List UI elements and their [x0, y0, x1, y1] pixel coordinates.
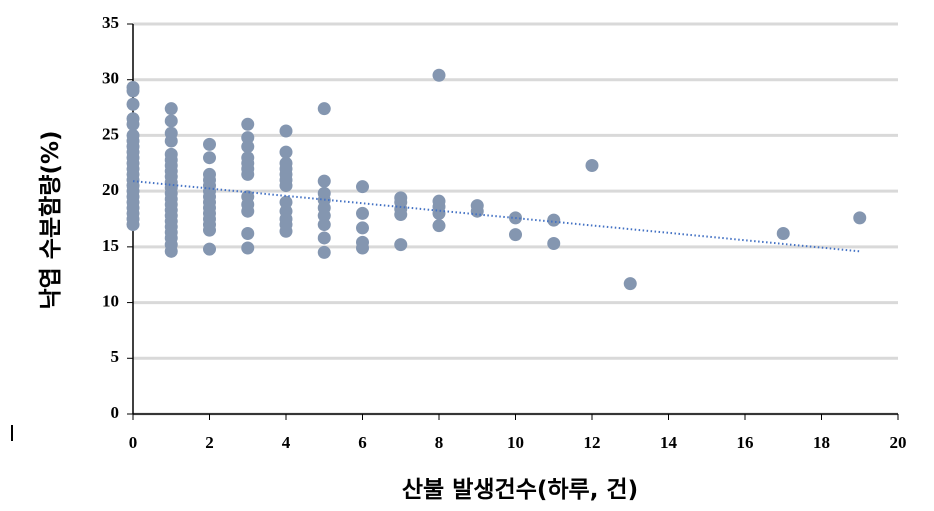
point — [241, 117, 255, 131]
x-tick-label: 8 — [435, 433, 444, 452]
point — [279, 156, 293, 170]
point — [317, 231, 331, 245]
point — [356, 221, 369, 235]
y-tick-label: 0 — [111, 403, 120, 422]
point — [241, 151, 255, 165]
point — [432, 219, 446, 233]
point — [317, 218, 331, 232]
trendline — [132, 180, 860, 253]
point — [547, 213, 561, 227]
point — [164, 126, 178, 140]
y-tick-label: 25 — [102, 124, 119, 143]
point — [356, 180, 369, 194]
point — [394, 238, 408, 252]
point — [241, 131, 255, 145]
point — [317, 245, 331, 259]
point — [279, 204, 293, 218]
point — [241, 241, 255, 255]
point — [241, 226, 255, 240]
point — [853, 211, 867, 225]
point — [126, 97, 140, 111]
point — [279, 145, 293, 159]
y-tick-label: 10 — [102, 291, 119, 310]
x-tick-label: 12 — [584, 433, 601, 452]
y-tick-label: 15 — [102, 236, 119, 255]
x-tick-label: 16 — [737, 433, 754, 452]
point — [279, 124, 293, 138]
x-tick-label: 0 — [129, 433, 138, 452]
x-tick-label: 6 — [358, 433, 367, 452]
point — [126, 81, 140, 95]
point — [203, 242, 216, 256]
point — [164, 147, 178, 161]
point — [164, 114, 178, 128]
x-tick-label: 4 — [282, 433, 291, 452]
point — [241, 140, 255, 154]
x-tick-label: 20 — [890, 433, 907, 452]
point — [356, 235, 369, 249]
point — [203, 167, 216, 181]
point — [547, 237, 561, 251]
x-tick-label: 10 — [507, 433, 524, 452]
point — [126, 128, 140, 142]
point — [432, 68, 446, 82]
point — [203, 137, 216, 151]
point — [317, 174, 331, 188]
point — [776, 226, 790, 240]
point — [126, 112, 140, 126]
point — [241, 190, 255, 204]
point — [317, 186, 331, 200]
x-tick-label: 2 — [205, 433, 214, 452]
y-axis-title: 낙엽 수분함량(%) — [38, 130, 64, 309]
x-axis-title: 산불 발생건수(하루, 건) — [402, 477, 638, 503]
point — [623, 277, 637, 291]
x-tick-label: 14 — [660, 433, 678, 452]
point — [164, 102, 178, 116]
point — [509, 228, 522, 242]
point — [394, 191, 408, 205]
point — [432, 194, 446, 208]
y-tick-label: 5 — [111, 347, 120, 366]
point — [279, 195, 293, 209]
point — [585, 159, 599, 173]
point — [203, 151, 216, 165]
point — [317, 102, 331, 116]
y-tick-label: 35 — [102, 13, 119, 32]
point — [356, 206, 369, 220]
y-tick-label: 20 — [102, 180, 119, 199]
point — [470, 199, 484, 213]
y-tick-label: 30 — [102, 69, 119, 88]
x-tick-label: 18 — [813, 433, 830, 452]
